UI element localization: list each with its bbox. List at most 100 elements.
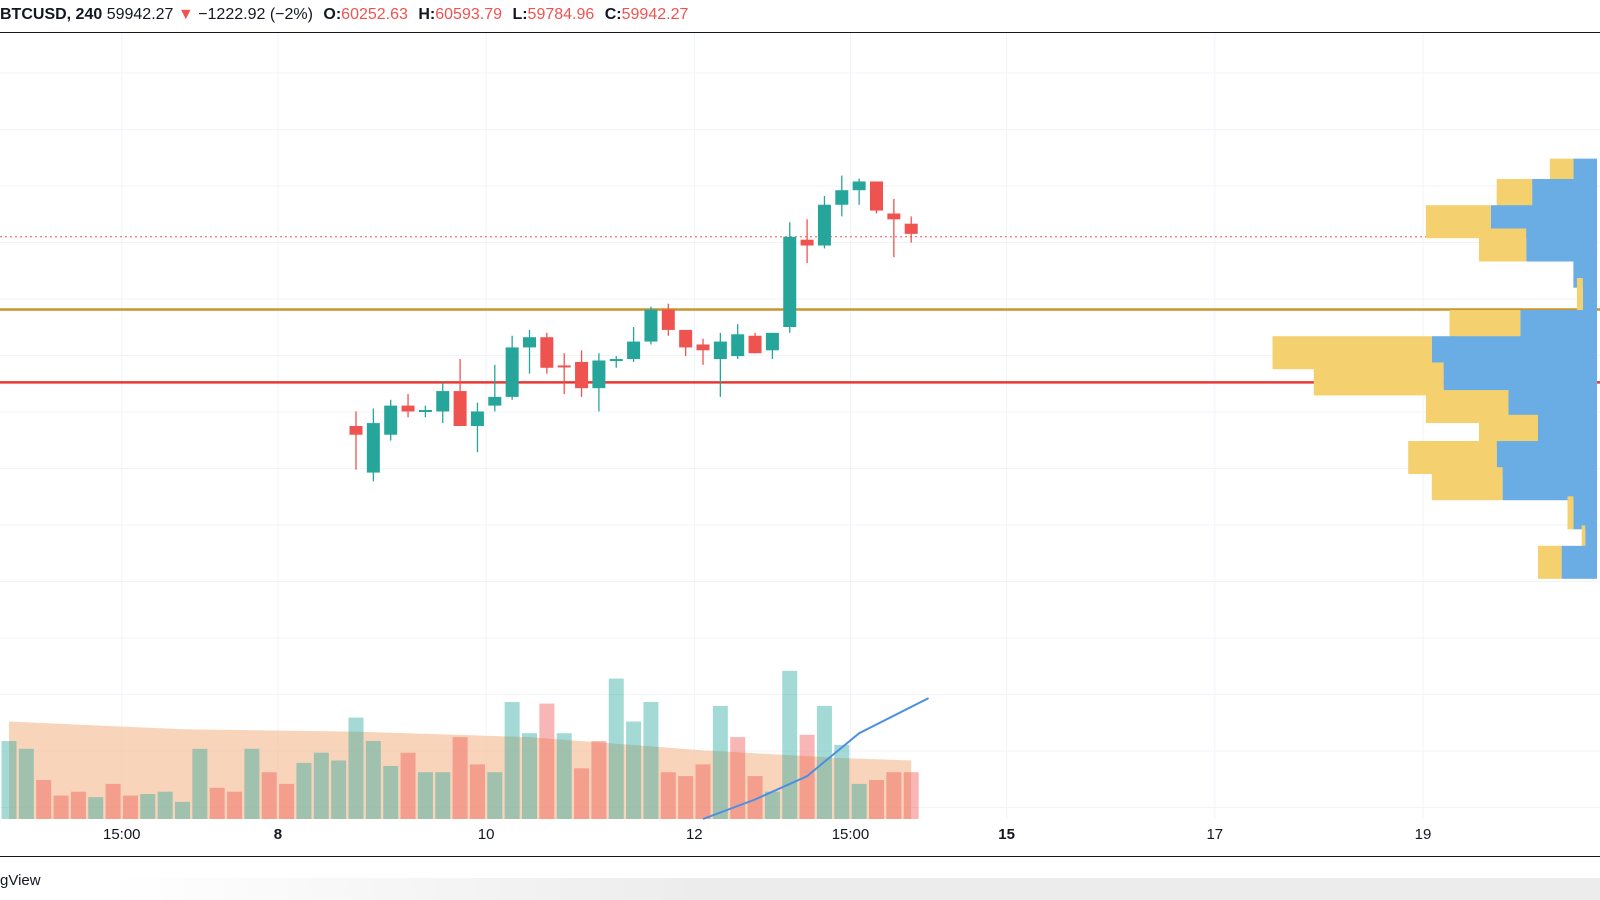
volume-bar	[175, 801, 190, 819]
volume-profile-buy	[1561, 545, 1597, 579]
volume-bar	[764, 791, 780, 819]
candle-body	[800, 239, 814, 246]
candle-body	[748, 335, 762, 354]
candle-body	[436, 391, 450, 412]
open-value: 60252.63	[341, 6, 408, 23]
low-value: 59784.96	[527, 6, 595, 23]
volume-bar	[348, 717, 364, 819]
time-axis[interactable]: 15:00 8 10 12 15:00 15 17 19	[0, 826, 1600, 850]
time-axis-label: 15:00	[102, 826, 141, 843]
volume-bar	[626, 721, 642, 819]
volume-bar	[261, 772, 277, 819]
candle-body	[817, 204, 831, 246]
volume-bar	[18, 748, 34, 819]
candle-body	[661, 309, 675, 330]
candle-body	[349, 426, 363, 435]
volume-bar	[747, 776, 763, 819]
candle-body	[366, 423, 380, 473]
volume-bar	[539, 703, 555, 819]
volume-bar	[140, 794, 156, 819]
volume-bar	[296, 762, 312, 819]
volume-profile-sell	[1313, 362, 1444, 396]
volume-bar	[417, 772, 433, 819]
candle-body	[644, 309, 658, 342]
volume-bar	[782, 670, 798, 819]
candle-body	[713, 341, 727, 360]
volume-bar	[487, 772, 503, 819]
volume-profile-sell	[1567, 496, 1574, 530]
close-label: C:	[604, 6, 622, 23]
volume-ma-area	[9, 721, 912, 819]
candle-body	[453, 391, 467, 426]
bottom-toolbar-fade	[110, 878, 1600, 900]
symbol-name[interactable]: BTCUSD, 240	[0, 6, 103, 23]
candle-body	[887, 213, 901, 220]
volume-bar	[279, 783, 295, 819]
candle-body	[505, 347, 519, 397]
volume-bar	[383, 765, 399, 819]
volume-profile-sell	[1479, 228, 1527, 262]
axis-divider	[0, 856, 1600, 857]
volume-bar	[556, 733, 572, 819]
time-axis-label: 19	[1414, 826, 1432, 843]
volume-bar	[869, 780, 884, 819]
candle-body	[540, 337, 554, 368]
volume-bar	[591, 741, 607, 819]
volume-profile-sell	[1576, 278, 1583, 311]
volume-profile-sell	[1581, 525, 1586, 559]
candle-body	[696, 344, 710, 351]
last-price: 59942.27	[106, 6, 174, 23]
candle-body	[835, 190, 849, 205]
candle-body	[765, 332, 779, 351]
volume-bar	[88, 797, 104, 819]
volume-bar	[365, 741, 381, 819]
tradingview-credit: gView	[0, 872, 41, 889]
time-axis-label: 12	[685, 826, 703, 843]
candle-body	[904, 223, 918, 234]
volume-bar	[192, 748, 208, 819]
candle-body	[575, 361, 589, 389]
volume-bar	[851, 783, 867, 819]
high-value: 60593.79	[435, 6, 502, 23]
candle-body	[627, 341, 641, 360]
volume-bar	[834, 744, 850, 819]
volume-bar	[730, 737, 746, 819]
volume-bar	[660, 772, 676, 819]
volume-bar	[435, 772, 451, 819]
legend-divider	[0, 32, 1600, 33]
candle-body	[384, 405, 398, 435]
candle-body	[488, 396, 502, 406]
candle-body	[470, 411, 484, 426]
candle-body	[609, 359, 623, 362]
volume-bar	[227, 791, 243, 819]
volume-bar	[695, 764, 711, 819]
volume-bar	[678, 776, 694, 819]
time-axis-label: 15	[998, 826, 1015, 843]
candle-body	[592, 360, 606, 389]
chart-pane[interactable]	[0, 33, 1600, 826]
volume-bar	[209, 787, 225, 819]
volume-bar	[70, 791, 86, 819]
candle-body	[870, 181, 883, 211]
moving-average-line	[702, 697, 930, 820]
time-axis-label: 15:00	[831, 826, 870, 843]
candle-body	[679, 329, 693, 348]
volume-bar	[244, 748, 260, 819]
close-value: 59942.27	[621, 6, 689, 23]
candle-body	[523, 337, 536, 348]
volume-profile-buy	[1582, 278, 1597, 311]
volume-bar	[313, 752, 329, 819]
time-axis-label: 8	[273, 826, 283, 843]
high-label: H:	[418, 6, 436, 23]
volume-bar	[157, 791, 173, 819]
volume-profile-buy	[1585, 525, 1597, 559]
time-axis-label: 17	[1206, 826, 1224, 843]
symbol-legend: BTCUSD, 240 59942.27 ▼ −1222.92 (−2%) O:…	[0, 4, 688, 26]
volume-profile-buy	[1502, 467, 1597, 501]
volume-profile-buy	[1443, 362, 1597, 396]
time-axis-label: 10	[477, 826, 495, 843]
volume-bar	[331, 760, 347, 819]
volume-profile-buy	[1573, 496, 1597, 530]
volume-bar	[469, 764, 485, 819]
candle-body	[731, 334, 745, 357]
